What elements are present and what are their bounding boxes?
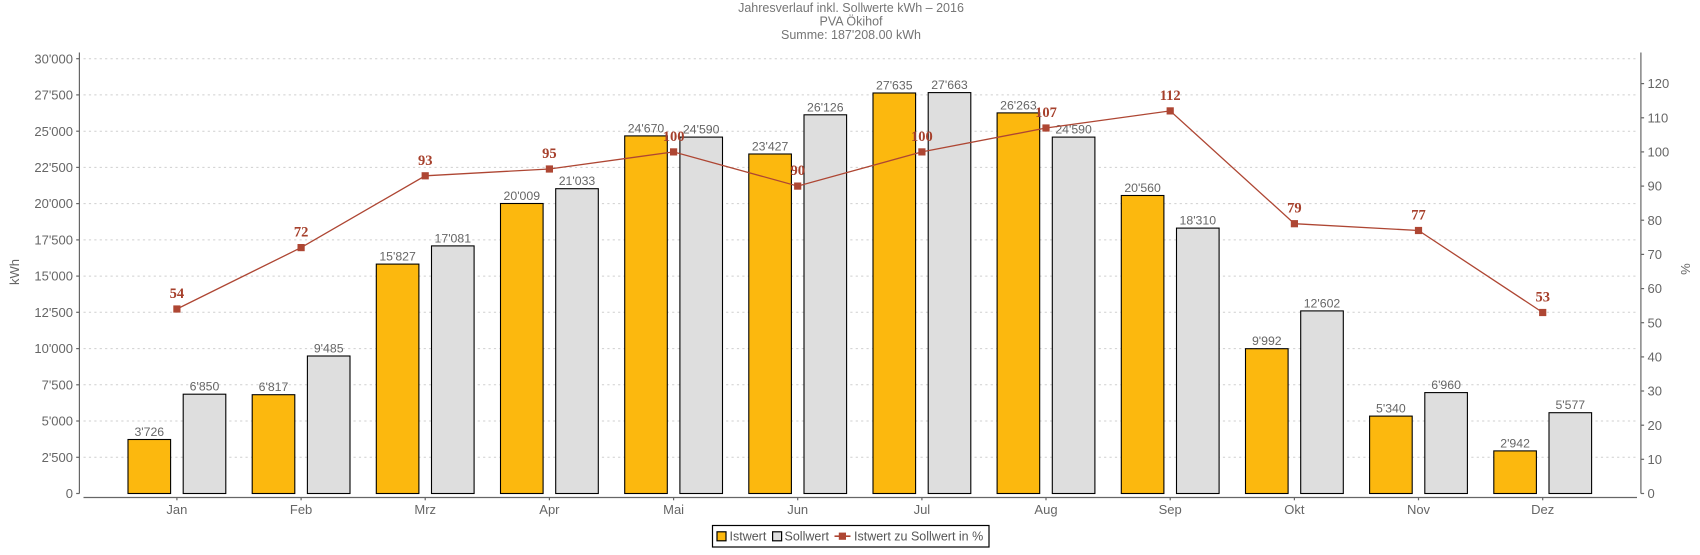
svg-text:26'263: 26'263: [1000, 98, 1037, 112]
svg-text:Sep: Sep: [1159, 502, 1182, 517]
svg-text:53: 53: [1535, 290, 1550, 306]
svg-text:17'500: 17'500: [34, 233, 73, 248]
svg-text:24'590: 24'590: [683, 123, 720, 137]
svg-text:9'992: 9'992: [1252, 334, 1282, 348]
svg-text:5'000: 5'000: [42, 414, 73, 429]
svg-text:%: %: [1678, 263, 1693, 275]
svg-text:Jan: Jan: [166, 502, 187, 517]
svg-text:30'000: 30'000: [34, 51, 73, 66]
svg-text:20: 20: [1648, 418, 1662, 433]
svg-text:0: 0: [1648, 486, 1655, 501]
svg-text:6'960: 6'960: [1431, 378, 1461, 392]
svg-text:27'635: 27'635: [876, 79, 913, 93]
svg-text:Feb: Feb: [290, 502, 312, 517]
svg-text:27'500: 27'500: [34, 88, 73, 103]
svg-text:70: 70: [1648, 247, 1662, 262]
svg-text:112: 112: [1160, 88, 1181, 104]
svg-text:107: 107: [1035, 105, 1057, 121]
svg-text:20'000: 20'000: [34, 196, 73, 211]
svg-text:100: 100: [911, 129, 933, 145]
svg-text:30: 30: [1648, 384, 1662, 399]
svg-text:Mai: Mai: [663, 502, 684, 517]
svg-text:Istwert zu Sollwert in %: Istwert zu Sollwert in %: [854, 530, 983, 544]
svg-text:22'500: 22'500: [34, 160, 73, 175]
svg-text:25'000: 25'000: [34, 124, 73, 139]
svg-text:100: 100: [1648, 145, 1670, 160]
svg-text:6'817: 6'817: [259, 380, 289, 394]
svg-text:110: 110: [1648, 110, 1669, 125]
svg-text:90: 90: [1648, 179, 1662, 194]
svg-text:72: 72: [294, 225, 309, 241]
svg-text:95: 95: [542, 146, 557, 162]
svg-text:60: 60: [1648, 281, 1662, 296]
svg-text:54: 54: [170, 286, 185, 302]
svg-text:Apr: Apr: [539, 502, 560, 517]
svg-text:18'310: 18'310: [1180, 214, 1217, 228]
svg-text:23'427: 23'427: [752, 140, 789, 154]
svg-text:Jul: Jul: [914, 502, 931, 517]
svg-text:kWh: kWh: [7, 259, 22, 285]
svg-text:PVA Ökihof: PVA Ökihof: [820, 15, 884, 29]
svg-text:17'081: 17'081: [435, 231, 472, 245]
svg-text:12'500: 12'500: [34, 305, 73, 320]
svg-text:0: 0: [66, 486, 73, 501]
svg-text:Istwert: Istwert: [730, 530, 767, 544]
svg-text:15'827: 15'827: [379, 250, 416, 264]
svg-text:Summe: 187'208.00 kWh: Summe: 187'208.00 kWh: [781, 28, 921, 42]
svg-text:10'000: 10'000: [34, 341, 73, 356]
svg-text:2'500: 2'500: [42, 450, 73, 465]
svg-text:27'663: 27'663: [931, 78, 968, 92]
svg-text:80: 80: [1648, 213, 1662, 228]
svg-text:93: 93: [418, 153, 433, 169]
svg-text:Jun: Jun: [787, 502, 808, 517]
svg-text:20'009: 20'009: [504, 189, 541, 203]
svg-text:77: 77: [1411, 208, 1426, 224]
svg-text:5'340: 5'340: [1376, 402, 1406, 416]
svg-text:90: 90: [790, 163, 805, 179]
svg-text:15'000: 15'000: [34, 269, 73, 284]
svg-text:100: 100: [663, 129, 685, 145]
svg-text:40: 40: [1648, 350, 1662, 365]
svg-text:24'670: 24'670: [628, 121, 665, 135]
svg-text:120: 120: [1648, 76, 1670, 91]
svg-text:Aug: Aug: [1034, 502, 1057, 517]
svg-text:9'485: 9'485: [314, 342, 344, 356]
svg-text:Sollwert: Sollwert: [785, 530, 830, 544]
svg-text:21'033: 21'033: [559, 174, 596, 188]
svg-text:50: 50: [1648, 315, 1662, 330]
svg-text:Okt: Okt: [1284, 502, 1305, 517]
svg-text:5'577: 5'577: [1555, 398, 1585, 412]
svg-text:79: 79: [1287, 201, 1302, 217]
svg-text:Mrz: Mrz: [414, 502, 436, 517]
svg-text:3'726: 3'726: [134, 425, 164, 439]
svg-text:2'942: 2'942: [1500, 436, 1530, 450]
svg-text:7'500: 7'500: [42, 377, 73, 392]
svg-text:10: 10: [1648, 452, 1662, 467]
svg-text:26'126: 26'126: [807, 100, 844, 114]
svg-text:20'560: 20'560: [1124, 181, 1161, 195]
svg-text:6'850: 6'850: [190, 380, 220, 394]
svg-text:Jahresverlauf inkl. Sollwerte: Jahresverlauf inkl. Sollwerte kWh – 2016: [738, 1, 964, 15]
svg-text:Dez: Dez: [1531, 502, 1554, 517]
svg-text:12'602: 12'602: [1304, 296, 1341, 310]
svg-text:Nov: Nov: [1407, 502, 1431, 517]
